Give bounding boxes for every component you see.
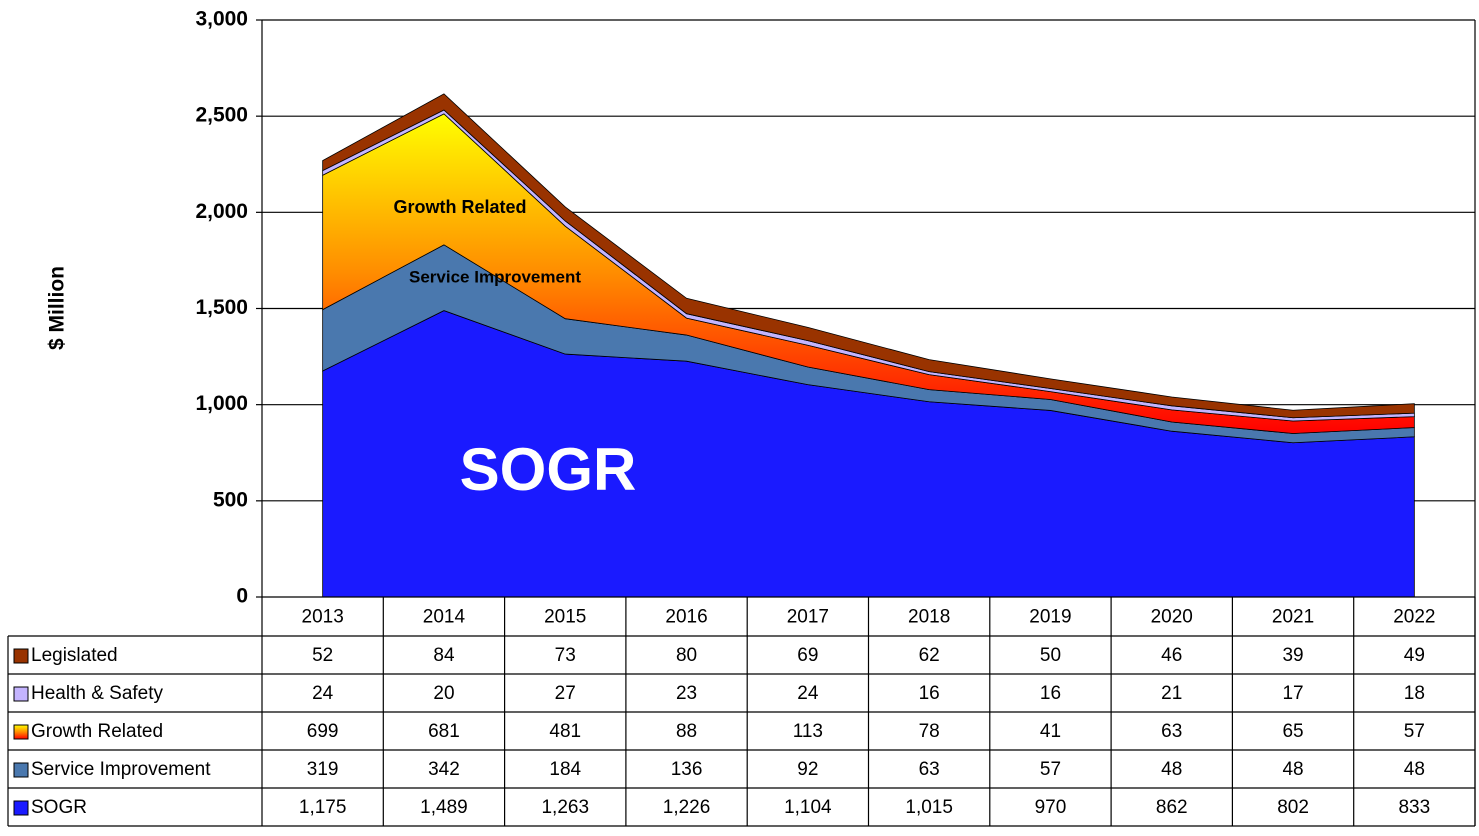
annotation: Service Improvement bbox=[409, 267, 581, 286]
data-label: 18 bbox=[1404, 683, 1425, 704]
data-label: 24 bbox=[312, 683, 334, 704]
data-label: 63 bbox=[1161, 721, 1182, 742]
y-tick-label: 0 bbox=[236, 585, 248, 608]
data-label: 24 bbox=[797, 683, 819, 704]
y-tick-label: 2,000 bbox=[195, 200, 248, 223]
annotation: Growth Related bbox=[393, 197, 526, 217]
data-label: 48 bbox=[1282, 759, 1303, 780]
data-label: 92 bbox=[797, 759, 818, 780]
data-label: 62 bbox=[919, 645, 940, 666]
data-label: 319 bbox=[307, 759, 339, 780]
legend-swatch bbox=[13, 724, 29, 740]
areas bbox=[322, 93, 1415, 598]
data-label: 88 bbox=[676, 721, 697, 742]
data-label: 23 bbox=[676, 683, 697, 704]
data-label: 52 bbox=[312, 645, 333, 666]
data-label: 1,263 bbox=[541, 797, 589, 818]
x-tick-label: 2020 bbox=[1151, 607, 1193, 628]
y-tick-label: 1,500 bbox=[195, 296, 248, 319]
legend-label: Service Improvement bbox=[31, 759, 211, 780]
data-label: 113 bbox=[793, 721, 823, 742]
y-axis-label: $ Million bbox=[46, 266, 69, 350]
x-tick-label: 2018 bbox=[908, 607, 950, 628]
x-tick-label: 2021 bbox=[1272, 607, 1314, 628]
x-tick-label: 2022 bbox=[1393, 607, 1435, 628]
data-label: 63 bbox=[919, 759, 940, 780]
x-tick-label: 2016 bbox=[665, 607, 707, 628]
y-tick-label: 3,000 bbox=[195, 8, 248, 31]
data-label: 20 bbox=[433, 683, 454, 704]
data-label: 481 bbox=[549, 721, 581, 742]
data-label: 681 bbox=[428, 721, 460, 742]
y-tick-label: 500 bbox=[213, 488, 248, 511]
x-tick-label: 2014 bbox=[423, 607, 466, 628]
x-tick-label: 2019 bbox=[1029, 607, 1071, 628]
legend-swatch bbox=[13, 762, 29, 778]
y-tick-label: 1,000 bbox=[195, 392, 248, 415]
data-label: 1,226 bbox=[663, 797, 711, 818]
data-label: 1,489 bbox=[420, 797, 468, 818]
data-label: 1,175 bbox=[299, 797, 347, 818]
legend-label: Growth Related bbox=[31, 721, 163, 742]
legend-label: Legislated bbox=[31, 645, 118, 666]
data-label: 184 bbox=[549, 759, 581, 780]
data-label: 65 bbox=[1282, 721, 1303, 742]
data-label: 48 bbox=[1161, 759, 1182, 780]
data-label: 39 bbox=[1282, 645, 1303, 666]
legend-label: SOGR bbox=[31, 797, 87, 818]
data-label: 69 bbox=[797, 645, 818, 666]
data-label: 21 bbox=[1161, 683, 1182, 704]
legend-swatch bbox=[13, 800, 29, 816]
data-label: 970 bbox=[1035, 797, 1067, 818]
x-tick-label: 2017 bbox=[787, 607, 829, 628]
data-label: 57 bbox=[1404, 721, 1425, 742]
data-label: 50 bbox=[1040, 645, 1061, 666]
data-label: 41 bbox=[1040, 721, 1061, 742]
area bbox=[322, 93, 1415, 419]
data-label: 16 bbox=[1040, 683, 1061, 704]
data-label: 80 bbox=[676, 645, 697, 666]
data-label: 1,015 bbox=[905, 797, 953, 818]
data-label: 1,104 bbox=[784, 797, 832, 818]
data-label: 57 bbox=[1040, 759, 1061, 780]
data-label: 78 bbox=[919, 721, 940, 742]
data-label: 699 bbox=[307, 721, 339, 742]
data-label: 48 bbox=[1404, 759, 1425, 780]
data-label: 17 bbox=[1282, 683, 1303, 704]
data-label: 136 bbox=[671, 759, 703, 780]
data-label: 802 bbox=[1277, 797, 1309, 818]
data-label: 27 bbox=[555, 683, 576, 704]
y-tick-label: 2,500 bbox=[195, 104, 248, 127]
data-label: 862 bbox=[1156, 797, 1188, 818]
data-label: 833 bbox=[1398, 797, 1430, 818]
annotation: SOGR bbox=[460, 436, 637, 503]
legend-label: Health & Safety bbox=[31, 683, 164, 704]
data-label: 46 bbox=[1161, 645, 1182, 666]
x-tick-label: 2015 bbox=[544, 607, 586, 628]
legend-swatch bbox=[13, 648, 29, 664]
data-label: 84 bbox=[433, 645, 455, 666]
data-label: 49 bbox=[1404, 645, 1425, 666]
data-label: 73 bbox=[555, 645, 576, 666]
legend-swatch bbox=[13, 686, 29, 702]
data-label: 16 bbox=[919, 683, 940, 704]
data-label: 342 bbox=[428, 759, 460, 780]
x-tick-label: 2013 bbox=[302, 607, 344, 628]
